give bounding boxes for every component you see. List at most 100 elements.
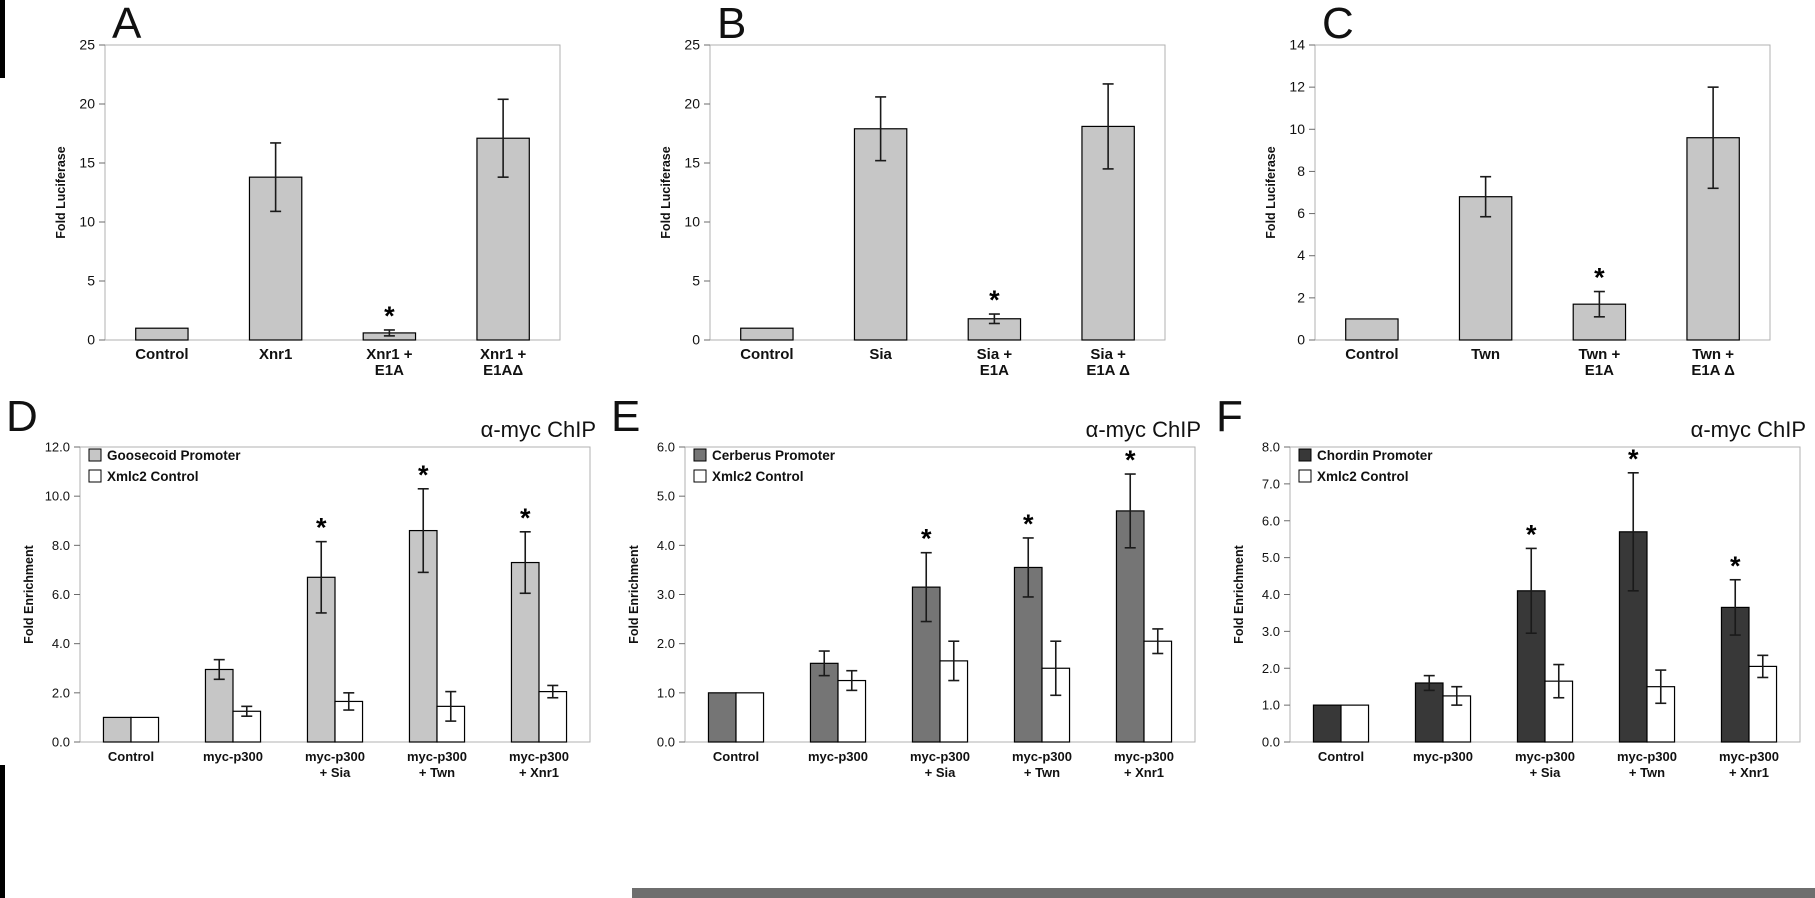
panel-F: F 0.0 1.0 2.0 3.0 4.0 5.0 6.0 7.0 8.0 Fold Enrich… [1210, 395, 1815, 898]
category-label: Sia + E1A Δ [1086, 346, 1130, 379]
significance-asterisk: * [1628, 444, 1639, 474]
bar [1544, 680, 1574, 743]
legend-label: Xmlc2 Control [712, 469, 804, 484]
category-label: Control [108, 749, 154, 764]
y-tick-label: 20 [79, 96, 95, 112]
x-axis-labels: Control myc-p300 myc-p300 + Sia myc-p300 + Tw… [713, 749, 1174, 780]
category-label: myc-p300 + Sia [910, 749, 970, 780]
significance-asterisk: * [921, 524, 932, 554]
legend-swatch [1298, 469, 1312, 483]
bar [1312, 704, 1342, 743]
y-tick-label: 5 [87, 273, 95, 289]
legend-swatch [88, 448, 102, 462]
y-tick-label: 3.0 [657, 587, 675, 602]
category-label: myc-p300 + Xnr1 [1719, 749, 1779, 780]
y-tick-label: 1.0 [657, 685, 675, 700]
y-tick-label: 3.0 [1262, 624, 1280, 639]
y-tick-label: 10.0 [45, 489, 70, 504]
series-Xmlc2 Control [1340, 654, 1778, 743]
category-label: Sia [869, 346, 892, 363]
series-Chordin Promoter: * * * [1312, 444, 1750, 743]
category-label: Twn + E1A [1578, 346, 1620, 379]
y-tick-label: 12.0 [45, 440, 70, 455]
significance-asterisk: * [384, 301, 395, 331]
panel-B-chart: 0 5 10 15 20 25 Fold Luciferase * Control Sia Sia … [659, 37, 1166, 379]
significance-asterisk: * [989, 285, 1000, 315]
y-tick-label: 2.0 [52, 685, 70, 700]
series-bars: * [135, 98, 530, 341]
y-tick-label: 10 [1289, 121, 1305, 137]
category-label: Twn + E1A Δ [1691, 346, 1735, 379]
series-Goosecoid Promoter: * * * [102, 460, 540, 743]
panel-C-chart: 0 2 4 6 8 10 12 14 Fold Luciferase * Control Twn Twn… [1264, 37, 1771, 379]
bar [334, 700, 364, 743]
y-tick-label: 14 [1289, 37, 1305, 53]
significance-asterisk: * [1023, 509, 1034, 539]
significance-asterisk: * [1730, 551, 1741, 581]
bar [1572, 303, 1627, 341]
y-tick-label: 0.0 [52, 735, 70, 750]
panel-A-chart: 0 5 10 15 20 25 Fold Luciferase * Control Xnr1 Xnr… [54, 37, 561, 379]
category-label: myc-p300 [203, 749, 263, 764]
panel-A-letter: A [112, 0, 142, 48]
y-tick-label: 0 [1297, 332, 1305, 348]
y-tick-label: 5.0 [657, 489, 675, 504]
y-axis-title: Fold Enrichment [1232, 544, 1246, 643]
bar [1458, 196, 1513, 341]
category-label: Xnr1 [259, 346, 292, 363]
legend: Goosecoid Promoter Xmlc2 Control [88, 448, 241, 484]
series-bars: * [1345, 86, 1740, 341]
bar [204, 668, 234, 743]
y-tick-label: 6.0 [657, 440, 675, 455]
panel-C: C 0 2 4 6 8 10 12 14 Fold Luciferase * Control Twn T… [1210, 0, 1815, 395]
panel-F-chart: 0.0 1.0 2.0 3.0 4.0 5.0 6.0 7.0 8.0 Fold Enrichme… [1232, 417, 1806, 780]
y-axis-title: Fold Enrichment [22, 544, 36, 643]
bar [735, 692, 765, 743]
category-label: Control [1345, 346, 1398, 363]
category-label: myc-p300 + Twn [1617, 749, 1677, 780]
bar [1143, 640, 1173, 743]
category-label: Sia + E1A [977, 346, 1013, 379]
y-tick-label: 7.0 [1262, 476, 1280, 491]
bar [740, 327, 794, 341]
x-axis-labels: Control Xnr1 Xnr1 + E1A Xnr1 + E1AΔ [135, 346, 526, 379]
series-Xmlc2 Control [130, 684, 568, 743]
category-label: myc-p300 [1413, 749, 1473, 764]
legend-label: Xmlc2 Control [107, 469, 199, 484]
panel-B-letter: B [717, 0, 747, 48]
y-axis: 0 2 4 6 8 10 12 14 [1289, 37, 1315, 348]
bar [809, 662, 839, 743]
x-axis-labels: Control Sia Sia + E1A Sia + E1A Δ [740, 346, 1130, 379]
left-edge-artifact-bottom [0, 765, 5, 898]
y-tick-label: 2 [1297, 289, 1305, 305]
panel-E-chart: 0.0 1.0 2.0 3.0 4.0 5.0 6.0 Fold Enrichment α-my… [627, 417, 1201, 780]
panel-D-letter: D [6, 392, 38, 441]
x-axis-labels: Control myc-p300 myc-p300 + Sia myc-p300 + Tw… [108, 749, 569, 780]
bar [853, 128, 908, 341]
category-label: myc-p300 + Xnr1 [509, 749, 569, 780]
legend-swatch [88, 469, 102, 483]
category-label: Control [740, 346, 793, 363]
panel-A: A 0 5 10 15 20 25 Fold Luciferase * Control Xnr1 X… [0, 0, 605, 395]
y-tick-label: 20 [684, 96, 700, 112]
panel-B: B 0 5 10 15 20 25 Fold Luciferase * Control Sia Si… [605, 0, 1210, 395]
category-label: myc-p300 + Sia [1515, 749, 1575, 780]
category-label: Control [135, 346, 188, 363]
panel-E: E 0.0 1.0 2.0 3.0 4.0 5.0 6.0 Fold Enrichment α-… [605, 395, 1210, 898]
y-tick-label: 0 [692, 332, 700, 348]
y-tick-label: 2.0 [1262, 661, 1280, 676]
category-label: myc-p300 [808, 749, 868, 764]
y-tick-label: 4.0 [1262, 587, 1280, 602]
y-tick-label: 25 [79, 37, 95, 53]
y-tick-label: 6.0 [1262, 513, 1280, 528]
x-axis-labels: Control myc-p300 myc-p300 + Sia myc-p300 + Tw… [1318, 749, 1779, 780]
panel-E-letter: E [611, 392, 641, 441]
bar [707, 692, 737, 743]
y-axis: 0.0 2.0 4.0 6.0 8.0 10.0 12.0 [45, 440, 80, 750]
panel-F-letter: F [1216, 392, 1243, 441]
y-tick-label: 0.0 [657, 735, 675, 750]
y-tick-label: 0.0 [1262, 735, 1280, 750]
bar [1414, 682, 1444, 743]
category-label: Xnr1 + E1A [366, 346, 413, 379]
bar [1345, 318, 1399, 341]
